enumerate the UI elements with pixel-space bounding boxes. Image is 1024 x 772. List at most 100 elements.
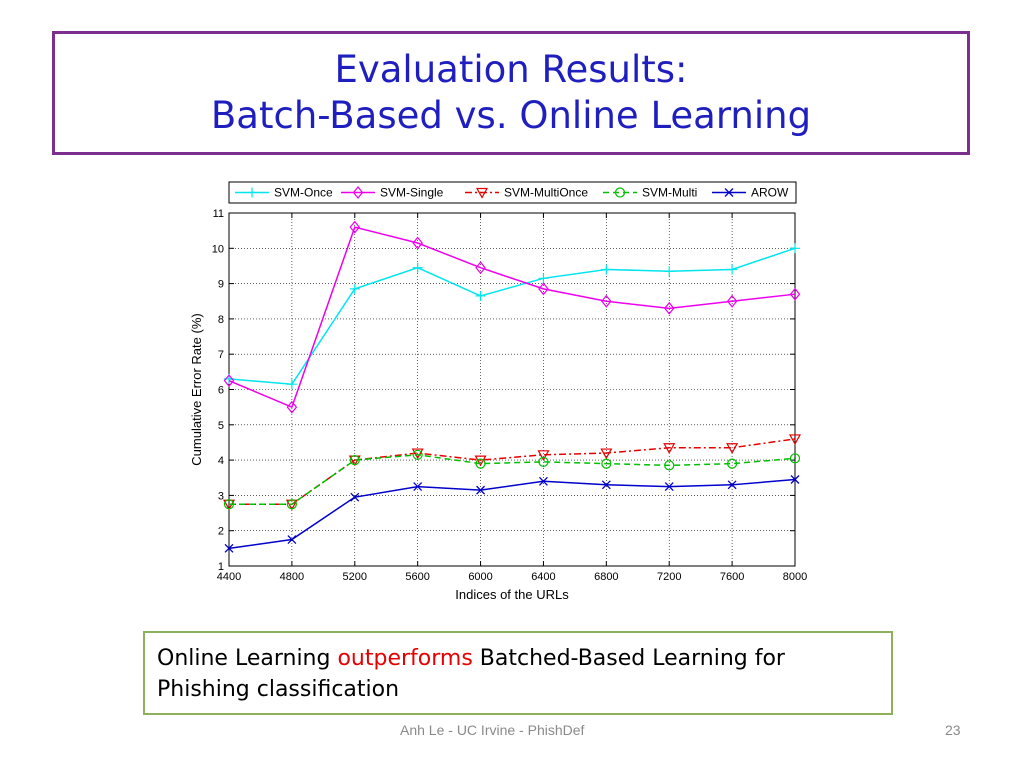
data-point [349, 220, 361, 234]
series-line [229, 454, 796, 505]
data-point [538, 282, 549, 296]
legend-marker [352, 186, 364, 199]
series-svm-multi [223, 449, 801, 510]
note-text-start: Online Learning [157, 646, 338, 671]
x-tick-label: 8000 [783, 571, 807, 583]
slide-title-line-1: Evaluation Results: [334, 48, 688, 91]
footer-label: Anh Le - UC Irvine - PhishDef [400, 722, 585, 738]
x-tick-label: 6400 [531, 571, 555, 583]
data-point [600, 448, 613, 460]
data-point [664, 460, 675, 471]
data-point [475, 290, 486, 301]
data-point [789, 287, 801, 301]
data-point [286, 499, 297, 510]
legend-marker [614, 187, 626, 198]
x-tick-label: 6000 [468, 571, 492, 583]
x-axis-label: Indices of the URLs [455, 587, 569, 602]
data-point [224, 543, 234, 553]
data-point [789, 453, 801, 464]
data-point [223, 499, 235, 510]
data-point [664, 482, 674, 492]
data-point [286, 400, 298, 414]
data-point [726, 443, 739, 454]
data-point [411, 448, 424, 460]
y-tick-label: 4 [218, 455, 224, 467]
data-point [537, 450, 550, 462]
legend-marker [475, 187, 489, 199]
legend-entry: SVM-Single [380, 186, 444, 200]
y-tick-label: 8 [218, 314, 224, 326]
data-point [413, 482, 423, 492]
data-point [601, 480, 611, 490]
series-line [228, 478, 796, 550]
series-arow [224, 475, 800, 553]
x-tick-label: 6800 [594, 571, 618, 583]
legend-box [228, 181, 797, 204]
data-point [663, 301, 675, 315]
data-point [726, 294, 738, 308]
data-point [349, 455, 360, 466]
x-tick-label: 5200 [343, 571, 367, 583]
y-tick-label: 10 [212, 243, 224, 255]
series-svm-single [223, 220, 801, 414]
note-highlight: outperforms [337, 646, 473, 671]
y-tick-label: 6 [218, 385, 224, 397]
data-point [663, 443, 676, 454]
series-line [228, 226, 796, 409]
data-point [475, 458, 486, 469]
conclusion-note: Online Learning outperforms Batched-Base… [143, 631, 893, 715]
data-point [412, 236, 423, 250]
data-point [286, 379, 297, 390]
legend-entry: SVM-Multi [642, 186, 697, 200]
y-tick-label: 7 [218, 349, 224, 361]
series-line [228, 247, 796, 385]
y-tick-label: 9 [218, 279, 224, 291]
data-point [601, 458, 612, 469]
data-point [538, 476, 548, 486]
y-tick-label: 11 [213, 208, 224, 220]
data-point [601, 264, 612, 275]
data-point [601, 294, 612, 308]
x-tick-label: 4800 [280, 571, 304, 583]
legend-entry: AROW [751, 186, 789, 200]
data-point [350, 492, 360, 502]
note-text-end: Batched-Based Learning for Phishing clas… [157, 646, 785, 702]
y-tick-label: 5 [218, 420, 224, 432]
data-point [476, 485, 486, 495]
data-point [287, 535, 297, 544]
legend-marker [724, 188, 734, 197]
data-point [474, 455, 487, 467]
data-point [727, 480, 737, 490]
legend-marker [247, 187, 257, 198]
data-point [538, 456, 549, 467]
x-tick-label: 7600 [720, 571, 744, 583]
data-point [788, 434, 802, 446]
data-point [412, 262, 423, 273]
y-tick-label: 3 [218, 490, 224, 502]
legend-entry: SVM-MultiOnce [504, 186, 588, 200]
data-point [664, 266, 675, 277]
data-point [475, 261, 486, 275]
x-tick-label: 5600 [405, 571, 429, 583]
data-point [727, 458, 738, 469]
legend-entry: SVM-Once [274, 186, 333, 200]
x-tick-label: 4400 [217, 571, 241, 583]
slide-title-line-2: Batch-Based vs. Online Learning [210, 94, 812, 137]
series-svm-once [224, 243, 800, 390]
data-point [412, 449, 423, 460]
data-point [538, 273, 549, 284]
data-point [790, 243, 800, 254]
y-axis-label: Cumulative Error Rate (%) [189, 313, 204, 465]
x-tick-label: 7200 [657, 571, 681, 583]
chart-legend: SVM-Once SVM-Single SVM-MultiOnce SVM-Multi… [228, 181, 797, 204]
data-point [349, 283, 360, 294]
data-point [223, 374, 235, 388]
y-tick-label: 2 [218, 526, 224, 538]
slide-title-box: Evaluation Results: Batch-Based vs. Onli… [52, 31, 970, 155]
y-tick-label: 1 [218, 561, 224, 573]
data-point [790, 475, 800, 484]
page-number: 23 [945, 722, 961, 738]
data-point [727, 264, 738, 275]
